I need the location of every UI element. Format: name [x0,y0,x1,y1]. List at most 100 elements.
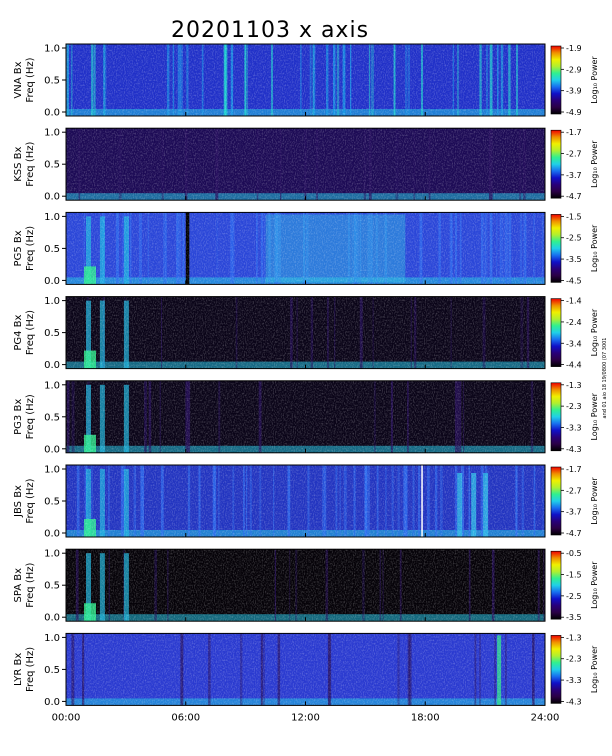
x-tick-label: 18:00 [411,712,440,723]
colorbar-tick-label: -2.5 [566,234,582,243]
colorbar-label: Log₁₀ Power [590,56,599,104]
y-tick-label: 0.0 [44,192,60,203]
y-tick-label: 1.0 [44,549,60,560]
spectrogram-panel-vna: 0.0 0.5 1.0 VNA Bx Freq (Hz) -1.9 -2.9 -3.9 -4.9… [13,43,599,119]
colorbar-tick-label: -3.4 [566,339,582,348]
colorbar-label: Log₁₀ Power [590,224,599,272]
noise-texture [66,128,545,201]
colorbar-tick-label: -4.7 [566,192,582,201]
y-tick-label: 0.0 [44,108,60,119]
colorbar-label: Log₁₀ Power [590,561,599,609]
y-tick-label: 0.5 [44,412,60,423]
colorbar-tick-label: -0.5 [566,549,582,558]
spectrogram-panel-pg5: 0.0 0.5 1.0 PG5 Bx Freq (Hz) -1.5 -2.5 -3.5 -4.5… [13,211,599,287]
colorbar-label: Log₁₀ Power [590,477,599,525]
colorbar-tick-label: -3.5 [566,613,582,622]
colorbar-tick-label: -4.7 [566,529,582,538]
colorbar-tick-label: -1.4 [566,297,582,306]
colorbar-tick-label: -3.3 [566,676,582,685]
y-tick-label: 0.0 [44,360,60,371]
noise-texture [66,296,545,369]
y-axis-station-label: PG3 Bx [13,399,24,435]
noise-texture [66,465,545,537]
y-tick-label: 0.5 [44,76,60,87]
y-tick-label: 0.0 [44,444,60,455]
colorbar-tick-label: -3.9 [566,87,582,96]
colorbar-tick-label: -1.3 [566,381,582,390]
y-tick-label: 1.0 [44,44,60,55]
y-axis-unit-label: Freq (Hz) [25,226,36,271]
noise-texture [66,44,545,116]
y-axis-unit-label: Freq (Hz) [25,310,36,355]
y-axis-unit-label: Freq (Hz) [25,478,36,523]
y-tick-label: 1.0 [44,633,60,644]
colorbar-label: Log₁₀ Power [590,140,599,188]
colorbar-tick-label: -2.5 [566,592,582,601]
y-tick-label: 0.5 [44,497,60,508]
colorbar-tick-label: -4.3 [566,445,582,454]
y-axis-station-label: PG5 Bx [13,230,24,266]
y-axis-station-label: LYR Bx [13,653,24,686]
colorbar [550,45,562,115]
noise-texture [66,380,545,453]
colorbar-tick-label: -4.9 [566,108,582,117]
y-tick-label: 0.5 [44,244,60,255]
colorbar-tick-label: -1.5 [566,212,582,221]
colorbar-tick-label: -2.9 [566,65,582,74]
figure-title: 20201103 x axis [170,18,370,43]
colorbar-tick-label: -2.7 [566,150,582,159]
colorbar [550,466,562,536]
colorbar-tick-label: -3.3 [566,423,582,432]
y-tick-label: 1.0 [44,380,60,391]
colorbar-tick-label: -1.3 [566,633,582,642]
y-tick-label: 0.0 [44,697,60,708]
x-tick-label: 24:00 [531,712,560,723]
y-tick-label: 0.0 [44,529,60,540]
y-tick-label: 0.5 [44,665,60,676]
spectrogram-panel-spa: 0.0 0.5 1.0 SPA Bx Freq (Hz) -0.5 -1.5 -2.5 -3.5… [13,548,599,624]
y-axis-station-label: KSS Bx [13,147,24,182]
colorbar-label: Log₁₀ Power [590,645,599,693]
colorbar [550,382,562,452]
colorbar-tick-label: -1.7 [566,128,582,137]
colorbar-tick-label: -2.7 [566,486,582,495]
colorbar-tick-label: -4.4 [566,361,582,370]
colorbar-tick-label: -1.9 [566,44,582,53]
x-tick-label: 00:00 [52,712,81,723]
y-tick-label: 0.5 [44,581,60,592]
noise-texture [66,633,545,706]
y-tick-label: 0.5 [44,160,60,171]
side-note: and 01 aio 18 19/0800 (07 3001 [602,338,608,419]
y-tick-label: 1.0 [44,296,60,307]
y-axis-unit-label: Freq (Hz) [25,57,36,102]
colorbar [550,214,562,283]
colorbar-tick-label: -2.3 [566,655,582,664]
colorbar-tick-label: -1.5 [566,571,582,580]
noise-texture [66,549,545,622]
colorbar-tick-label: -3.5 [566,255,582,264]
y-axis-station-label: PG4 Bx [13,314,24,350]
y-tick-label: 1.0 [44,212,60,223]
colorbar [550,298,562,367]
spectrogram-panel-jbs: 0.0 0.5 1.0 JBS Bx Freq (Hz) -1.7 -2.7 -3.7 -4.7… [13,464,599,540]
y-axis-station-label: VNA Bx [13,61,24,98]
y-axis-unit-label: Freq (Hz) [25,142,36,187]
colorbar [550,550,562,620]
colorbar-tick-label: -3.7 [566,171,582,180]
colorbar [550,129,562,199]
y-axis-unit-label: Freq (Hz) [25,394,36,439]
y-axis-station-label: SPA Bx [13,568,24,603]
colorbar-tick-label: -2.4 [566,318,582,327]
y-axis-unit-label: Freq (Hz) [25,647,36,692]
y-tick-label: 1.0 [44,465,60,476]
spectrogram-panel-kss: 0.0 0.5 1.0 KSS Bx Freq (Hz) -1.7 -2.7 -3.7 -4.7… [13,127,599,203]
x-tick-label: 06:00 [171,712,200,723]
x-tick-label: 12:00 [291,712,320,723]
colorbar-tick-label: -1.7 [566,465,582,474]
colorbar-label: Log₁₀ Power [590,308,599,356]
y-axis-unit-label: Freq (Hz) [25,563,36,608]
colorbar-tick-label: -4.5 [566,276,582,285]
colorbar-tick-label: -4.3 [566,697,582,706]
